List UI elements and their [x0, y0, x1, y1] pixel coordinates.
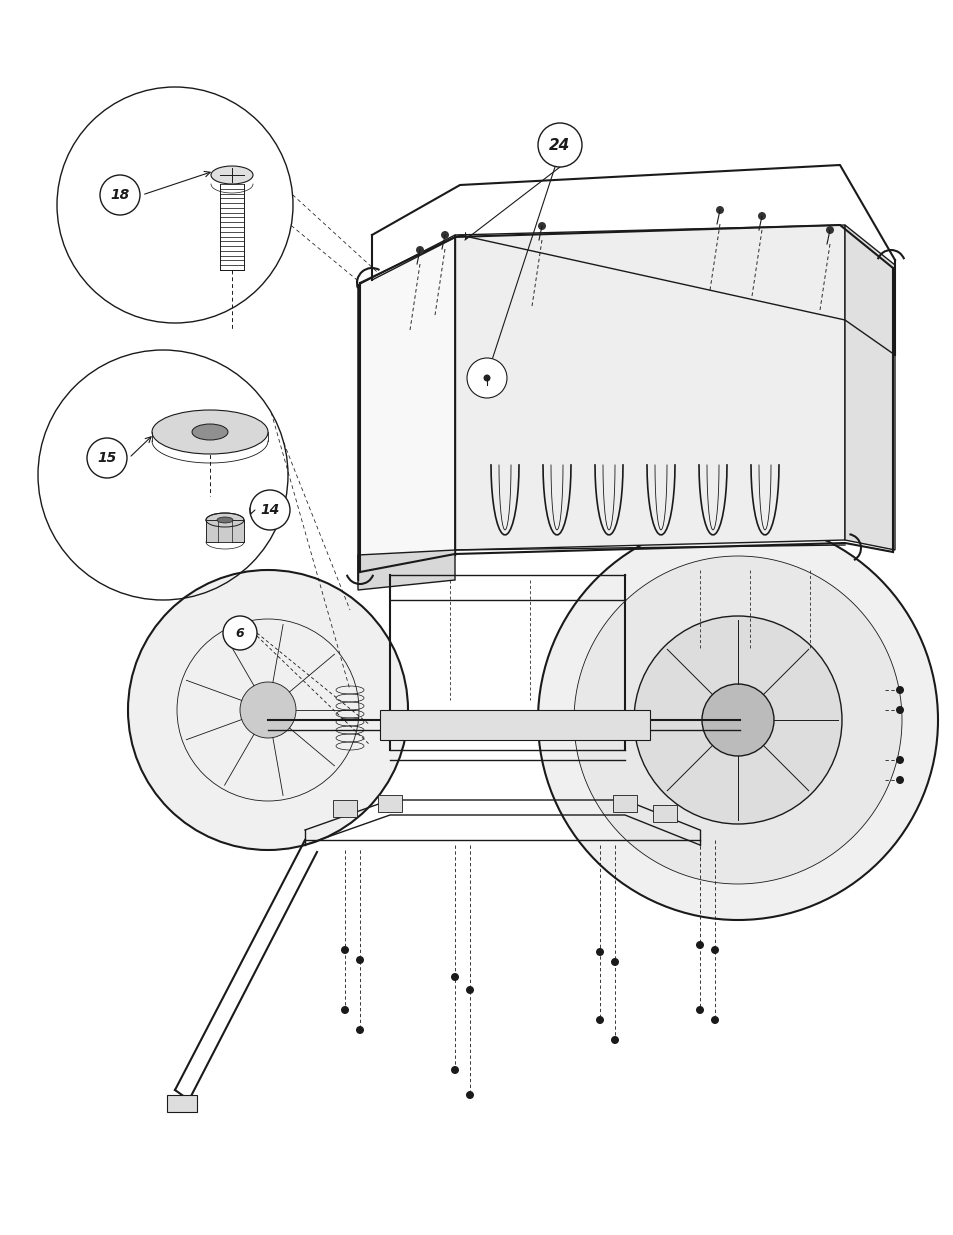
- Ellipse shape: [192, 424, 228, 440]
- Circle shape: [895, 706, 903, 714]
- Ellipse shape: [211, 165, 253, 184]
- Polygon shape: [377, 795, 401, 811]
- Circle shape: [340, 1007, 349, 1014]
- Polygon shape: [333, 800, 356, 818]
- Ellipse shape: [206, 513, 244, 527]
- Polygon shape: [844, 225, 894, 550]
- Text: 24: 24: [549, 137, 570, 152]
- Circle shape: [440, 231, 449, 240]
- Circle shape: [825, 226, 833, 233]
- Text: 15: 15: [97, 451, 116, 466]
- Circle shape: [701, 684, 773, 756]
- Circle shape: [537, 124, 581, 167]
- Circle shape: [223, 616, 256, 650]
- Polygon shape: [613, 795, 637, 811]
- Circle shape: [634, 616, 841, 824]
- Ellipse shape: [216, 517, 233, 522]
- Circle shape: [240, 682, 295, 739]
- Circle shape: [696, 941, 703, 948]
- Circle shape: [710, 1016, 719, 1024]
- Circle shape: [340, 946, 349, 953]
- Circle shape: [895, 756, 903, 764]
- Polygon shape: [167, 1095, 196, 1112]
- Circle shape: [758, 212, 765, 220]
- Polygon shape: [206, 520, 244, 542]
- Circle shape: [128, 571, 408, 850]
- Text: 6: 6: [235, 626, 244, 640]
- Circle shape: [696, 1007, 703, 1014]
- Circle shape: [87, 438, 127, 478]
- Polygon shape: [379, 710, 649, 740]
- Circle shape: [416, 246, 423, 254]
- Polygon shape: [357, 235, 455, 580]
- Circle shape: [596, 1016, 603, 1024]
- Circle shape: [465, 986, 474, 994]
- Circle shape: [451, 973, 458, 981]
- Circle shape: [610, 958, 618, 966]
- Circle shape: [100, 175, 140, 215]
- Polygon shape: [232, 520, 244, 542]
- Polygon shape: [357, 550, 455, 590]
- Circle shape: [355, 1026, 364, 1034]
- Circle shape: [250, 490, 290, 530]
- Polygon shape: [652, 805, 677, 823]
- Circle shape: [895, 776, 903, 784]
- Text: 14: 14: [260, 503, 279, 517]
- Circle shape: [355, 956, 364, 965]
- Polygon shape: [206, 520, 218, 542]
- Ellipse shape: [152, 410, 268, 454]
- Circle shape: [895, 685, 903, 694]
- Circle shape: [596, 948, 603, 956]
- Circle shape: [537, 520, 937, 920]
- Circle shape: [467, 358, 506, 398]
- Circle shape: [610, 1036, 618, 1044]
- Circle shape: [716, 206, 723, 214]
- Polygon shape: [455, 225, 844, 550]
- Circle shape: [465, 1091, 474, 1099]
- Circle shape: [710, 946, 719, 953]
- Text: 18: 18: [111, 188, 130, 203]
- Circle shape: [483, 374, 490, 382]
- Circle shape: [451, 1066, 458, 1074]
- Circle shape: [537, 222, 545, 230]
- Circle shape: [574, 556, 901, 884]
